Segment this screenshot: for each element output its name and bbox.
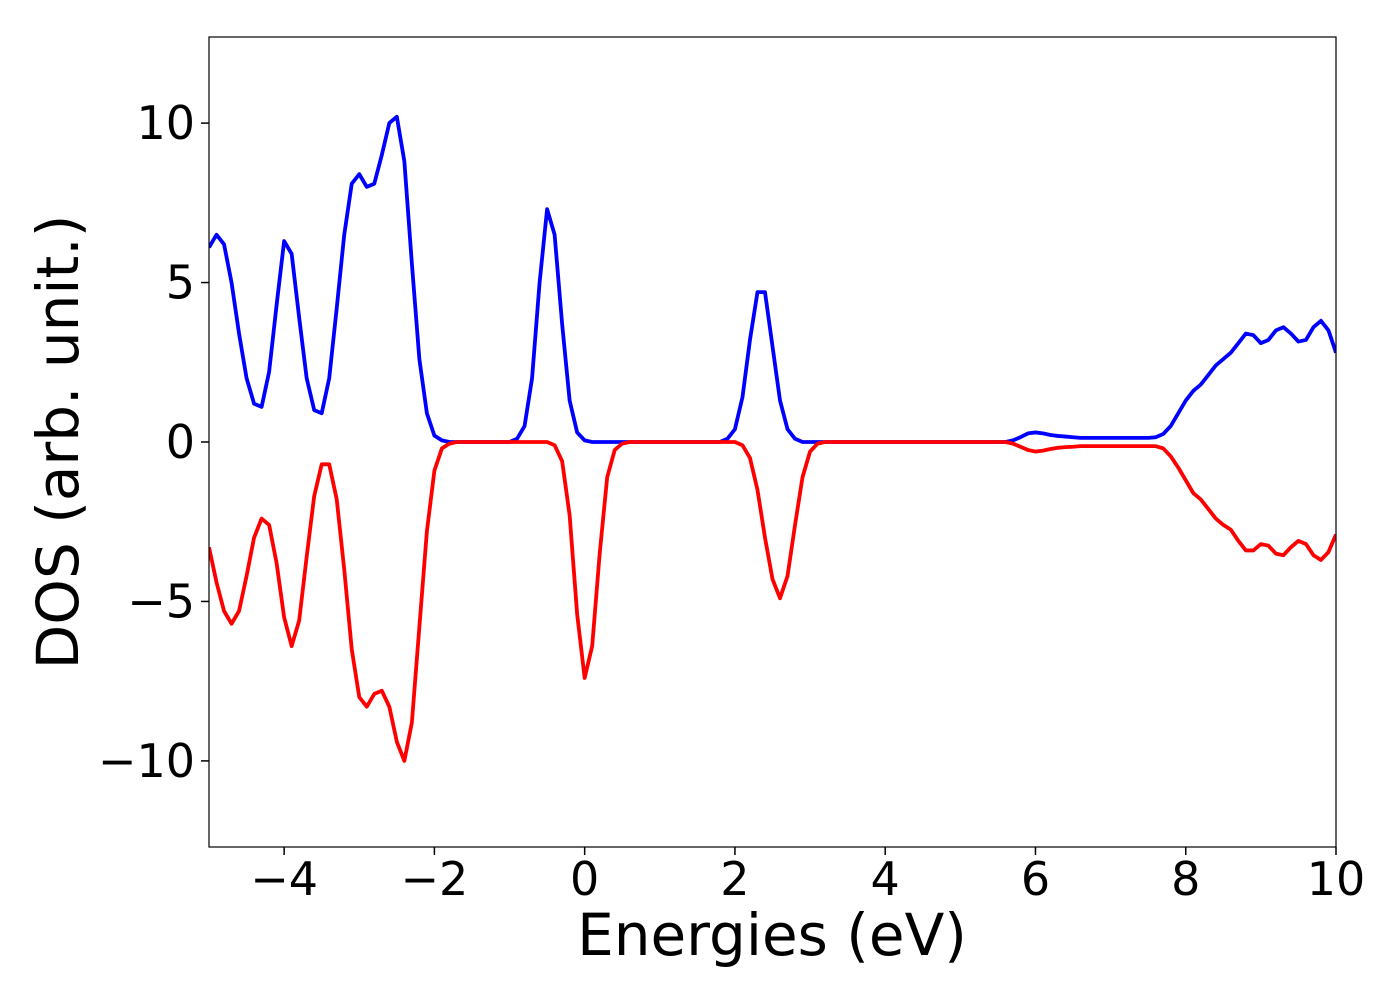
y-tick-label: 0 [166, 415, 195, 469]
y-tick-label: 10 [136, 96, 195, 150]
x-tick-label: 0 [570, 852, 599, 906]
y-tick-label: 5 [166, 256, 195, 310]
x-tick-label: 4 [871, 852, 900, 906]
plot-frame [208, 36, 1337, 848]
y-tick-label: −10 [98, 734, 195, 788]
y-axis-label: DOS (arb. unit.) [24, 215, 92, 670]
dos-line [209, 114, 1336, 444]
x-tick-label: 8 [1171, 852, 1200, 906]
dos-line [209, 440, 1336, 763]
x-tick-label: 6 [1021, 852, 1050, 906]
x-tick-label: −2 [400, 852, 468, 906]
x-axis-label: Energies (eV) [577, 901, 967, 969]
x-tick-label: −4 [250, 852, 318, 906]
y-tick-label: −5 [127, 574, 195, 628]
x-tick-label: 10 [1307, 852, 1366, 906]
x-tick-label: 2 [720, 852, 749, 906]
